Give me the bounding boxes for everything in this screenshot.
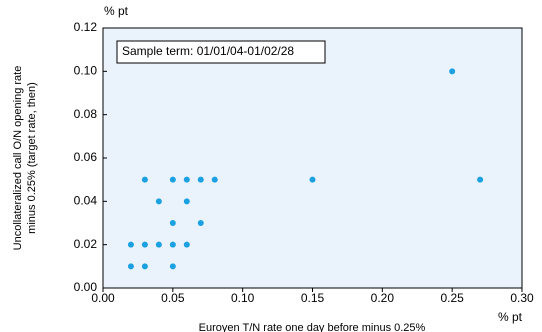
point xyxy=(155,241,162,248)
x-tick-label: 0.20 xyxy=(371,291,395,305)
annotation-box xyxy=(116,40,326,64)
y-tick-label: 0.10 xyxy=(74,64,98,78)
point xyxy=(477,176,484,183)
point xyxy=(127,263,134,270)
y-axis-label-line: minus 0.25% (target rate, then) xyxy=(26,82,38,234)
x-axis-label: Euroyen T/N rate one day before minus 0.… xyxy=(199,322,426,332)
y-tick-label: 0.12 xyxy=(74,20,98,34)
x-unit: % pt xyxy=(498,310,523,324)
annotation: Sample term: 01/01/04-01/02/28 xyxy=(122,44,294,58)
point xyxy=(169,263,176,270)
y-tick-label: 0.04 xyxy=(74,194,98,208)
point xyxy=(197,176,204,183)
point xyxy=(169,241,176,248)
x-tick-label: 0.25 xyxy=(440,291,464,305)
point xyxy=(183,241,190,248)
y-tick-label: 0.06 xyxy=(74,150,98,164)
point xyxy=(449,68,456,75)
y-tick-label: 0.02 xyxy=(74,237,98,251)
x-tick-label: 0.10 xyxy=(231,291,255,305)
y-axis-label-line: Uncollateralized call O/N opening rate xyxy=(12,66,24,251)
y-tick-label: 0.08 xyxy=(74,107,98,121)
x-tick-label: 0.00 xyxy=(91,291,115,305)
point xyxy=(127,241,134,248)
y-tick-label: 0.00 xyxy=(74,280,98,294)
y-unit: % pt xyxy=(104,4,129,18)
point xyxy=(155,198,162,205)
point xyxy=(141,241,148,248)
point xyxy=(197,220,204,226)
x-tick-label: 0.15 xyxy=(301,291,325,305)
point xyxy=(141,176,148,183)
point xyxy=(169,176,176,183)
x-tick-label: 0.05 xyxy=(161,291,185,305)
x-tick-label: 0.30 xyxy=(510,291,534,305)
point xyxy=(183,198,190,205)
point xyxy=(141,263,148,270)
plot-area xyxy=(102,27,523,289)
point xyxy=(169,220,176,226)
point xyxy=(309,176,316,183)
y-axis-label: Uncollateralized call O/N opening rate m… xyxy=(12,66,38,251)
point xyxy=(211,176,218,183)
point xyxy=(183,176,190,183)
